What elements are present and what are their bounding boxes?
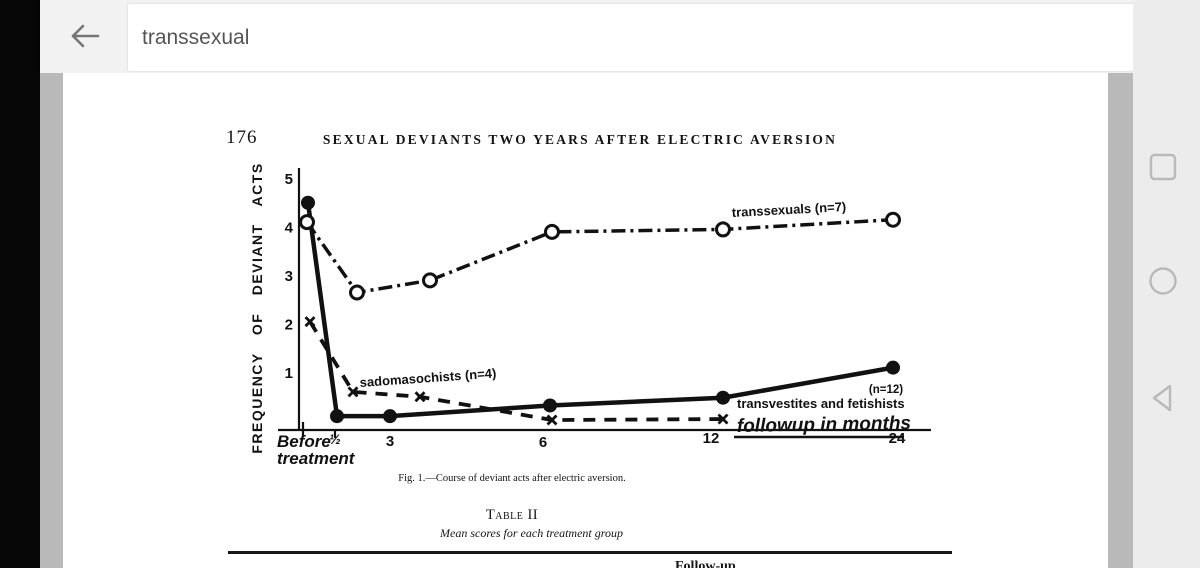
svg-text:5: 5 xyxy=(285,171,293,188)
square-outline-icon xyxy=(1149,153,1177,181)
series-line-0 xyxy=(305,217,894,295)
svg-text:2: 2 xyxy=(285,317,293,334)
running-title: SEXUAL DEVIANTS TWO YEARS AFTER ELECTRIC… xyxy=(322,132,838,147)
back-nav-button[interactable] xyxy=(1146,381,1180,415)
svg-text:Before: Before xyxy=(277,432,331,451)
series-line-1 xyxy=(305,202,894,419)
svg-text:FREQUENCY OF DEVIANT ACTS: FREQUENCY OF DEVIANT ACTS xyxy=(249,162,265,453)
svg-text:treatment: treatment xyxy=(277,449,356,468)
back-button[interactable] xyxy=(64,14,108,58)
table-partial-column-header: Follow-up xyxy=(675,559,736,568)
chart-annotation-1: transsexuals (n=7) xyxy=(731,199,846,220)
browser-header xyxy=(40,0,1167,73)
figure-caption: Fig. 1.—Course of deviant acts after ele… xyxy=(398,473,626,484)
chart-annotation-2: (n=12) xyxy=(869,384,903,396)
svg-text:4: 4 xyxy=(285,220,294,237)
svg-text:1: 1 xyxy=(285,365,293,382)
table-title: Table II xyxy=(485,507,539,523)
left-black-bar xyxy=(0,0,40,568)
arrow-left-icon xyxy=(71,24,100,48)
series-line-2 xyxy=(308,320,724,422)
svg-text:12: 12 xyxy=(703,430,720,447)
home-button[interactable] xyxy=(1146,264,1180,298)
circle-outline-icon xyxy=(1149,267,1177,295)
document-viewer[interactable]: 176 SEXUAL DEVIANTS TWO YEARS AFTER ELEC… xyxy=(40,73,1133,568)
table-subtitle: Mean scores for each treatment group xyxy=(440,526,623,540)
svg-text:6: 6 xyxy=(539,434,547,451)
search-input[interactable] xyxy=(128,4,1167,71)
triangle-left-outline-icon xyxy=(1152,384,1172,412)
table-top-rule xyxy=(228,551,952,554)
chart-annotation-4: followup in months xyxy=(737,413,911,437)
android-nav-rail xyxy=(1133,0,1200,568)
svg-text:24: 24 xyxy=(889,430,906,447)
svg-text:3: 3 xyxy=(285,268,293,285)
svg-text:3: 3 xyxy=(386,433,394,450)
chart-annotation-0: sadomasochists (n=4) xyxy=(359,365,497,390)
svg-text:½: ½ xyxy=(329,431,341,447)
chart-annotation-3: transvestites and fetishists xyxy=(737,396,905,411)
document-page: 176 SEXUAL DEVIANTS TWO YEARS AFTER ELEC… xyxy=(63,73,1108,568)
page-number: 176 xyxy=(226,127,258,148)
recents-button[interactable] xyxy=(1146,150,1180,184)
